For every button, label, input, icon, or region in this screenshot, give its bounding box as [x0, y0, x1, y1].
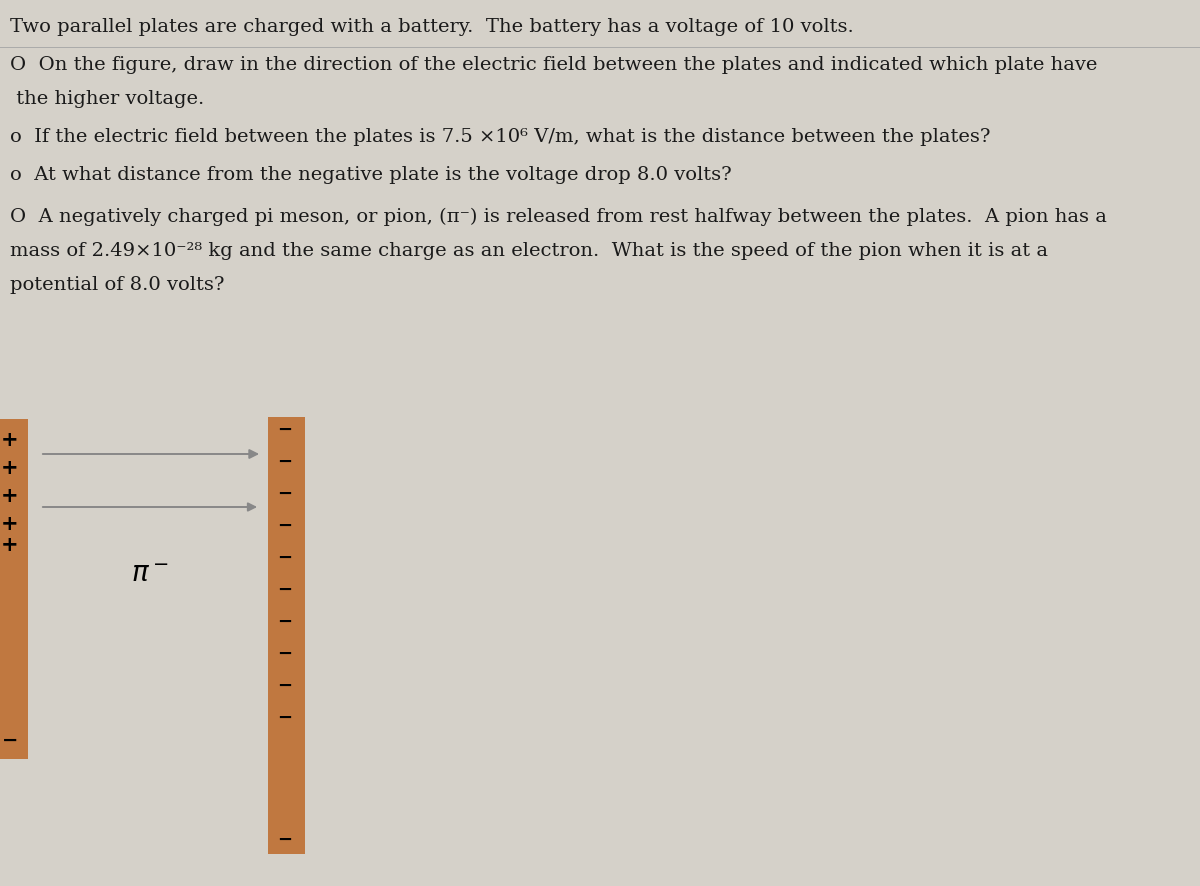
Text: potential of 8.0 volts?: potential of 8.0 volts?: [10, 276, 224, 293]
Text: −: −: [277, 517, 293, 534]
Text: +: +: [1, 430, 19, 449]
Bar: [268, 417, 305, 854]
Text: +: +: [1, 486, 19, 505]
Text: o  If the electric field between the plates is 7.5 ×10⁶ V/m, what is the distanc: o If the electric field between the plat…: [10, 128, 990, 146]
Text: O  A negatively charged pi meson, or pion, (π⁻) is released from rest halfway be: O A negatively charged pi meson, or pion…: [10, 207, 1106, 226]
Text: −: −: [277, 708, 293, 727]
Text: −: −: [277, 830, 293, 848]
Text: mass of 2.49×10⁻²⁸ kg and the same charge as an electron.  What is the speed of : mass of 2.49×10⁻²⁸ kg and the same charg…: [10, 242, 1048, 260]
Text: −: −: [2, 730, 18, 749]
Text: +: +: [1, 457, 19, 478]
Text: −: −: [277, 421, 293, 439]
Text: −: −: [277, 485, 293, 502]
Text: −: −: [277, 612, 293, 630]
Text: o  At what distance from the negative plate is the voltage drop 8.0 volts?: o At what distance from the negative pla…: [10, 166, 732, 183]
Text: −: −: [277, 548, 293, 566]
Bar: [0, 420, 28, 759]
Text: Two parallel plates are charged with a battery.  The battery has a voltage of 10: Two parallel plates are charged with a b…: [10, 18, 853, 36]
Text: −: −: [277, 580, 293, 598]
Text: the higher voltage.: the higher voltage.: [10, 89, 204, 108]
Text: −: −: [277, 453, 293, 470]
Text: O  On the figure, draw in the direction of the electric field between the plates: O On the figure, draw in the direction o…: [10, 56, 1097, 74]
Text: $\pi^-$: $\pi^-$: [131, 561, 169, 587]
Text: +: +: [1, 513, 19, 533]
Text: +: +: [1, 534, 19, 555]
Text: −: −: [277, 644, 293, 662]
Text: −: −: [277, 676, 293, 695]
